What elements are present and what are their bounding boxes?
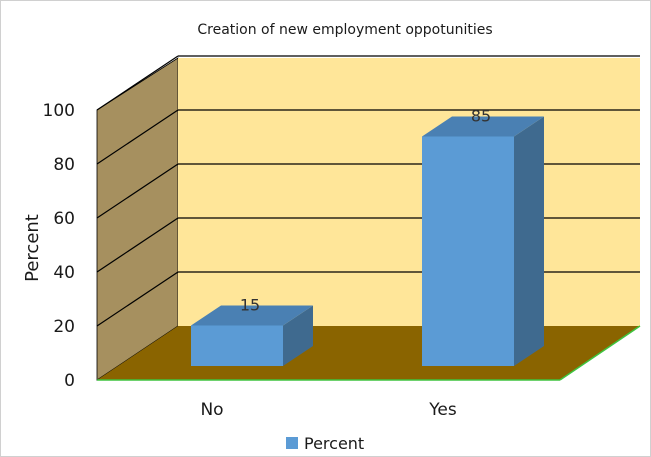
data-label: 15 <box>240 296 260 315</box>
y-tick-label: 0 <box>64 371 75 391</box>
legend: Percent <box>286 434 364 453</box>
bar-yes: 85 <box>422 107 544 366</box>
legend-label-percent: Percent <box>304 434 364 453</box>
gridline-side <box>96 55 179 111</box>
bar-side-face <box>514 116 544 366</box>
y-tick-label: 60 <box>53 209 75 229</box>
y-tick-label: 80 <box>53 155 75 175</box>
gridline-side <box>96 109 179 165</box>
chart-side-wall <box>96 57 179 381</box>
y-axis-ticks: 0 20 40 60 80 100 <box>43 101 75 391</box>
x-tick-label: No <box>200 400 223 420</box>
chart-floor <box>97 326 640 380</box>
y-axis-label: Percent <box>22 214 43 282</box>
bar-top-face <box>191 305 313 326</box>
floor-right-edge <box>559 325 641 381</box>
chart-back-wall <box>178 58 640 326</box>
y-tick-label: 40 <box>53 263 75 283</box>
legend-swatch-percent <box>286 437 298 449</box>
bar-top-face <box>422 116 544 137</box>
bar-no: 15 <box>191 296 313 366</box>
y-tick-label: 20 <box>53 317 75 337</box>
chart-title: Creation of new employment oppotunities <box>197 22 492 38</box>
gridline-side <box>96 163 179 219</box>
bar-front-face <box>422 136 514 366</box>
x-axis-ticks: No Yes <box>200 400 456 420</box>
gridline-side <box>96 217 179 273</box>
data-label: 85 <box>471 107 491 126</box>
gridline-side <box>96 271 179 327</box>
x-tick-label: Yes <box>428 400 457 420</box>
chart-gridlines <box>96 55 640 327</box>
bar-front-face <box>191 325 283 366</box>
y-tick-label: 100 <box>43 101 75 121</box>
bar-side-face <box>283 305 313 366</box>
